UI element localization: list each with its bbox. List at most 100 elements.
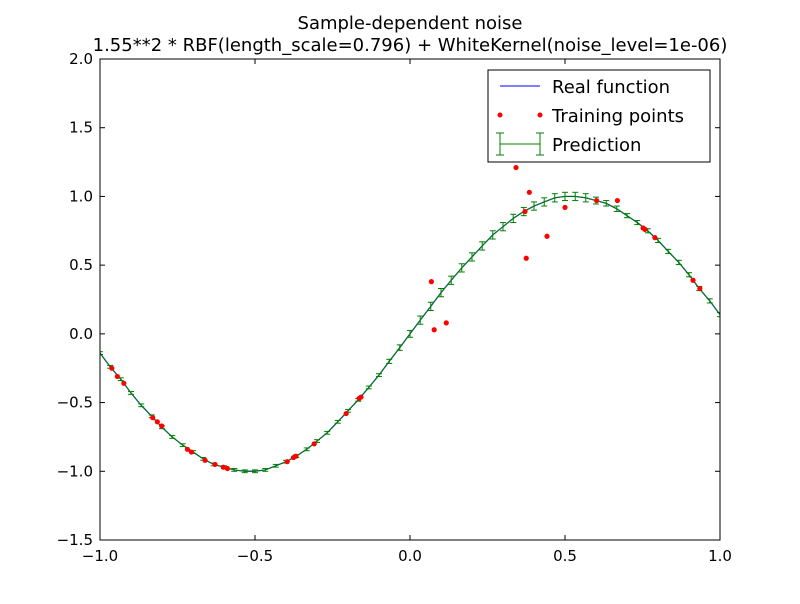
prediction-errorbar [128,391,134,395]
prediction-errorbar [169,435,176,439]
y-tick-label: 0.5 [69,256,93,274]
legend-prediction-marker [496,132,544,156]
prediction-errorbar [458,263,465,273]
training-point [184,446,191,452]
prediction-errorbar [252,469,258,474]
prediction-errorbar [469,252,475,262]
prediction-errorbar [541,197,548,207]
training-point [224,465,231,472]
y-tick-label: −1.5 [57,531,93,549]
prediction-errorbar [396,344,403,351]
training-point [614,197,620,204]
prediction-errorbar [686,272,692,278]
x-tick-label: 1.0 [708,547,732,565]
training-point [544,233,550,239]
prediction-errorbar [531,201,537,211]
prediction-errorbar [500,222,506,232]
training-point [652,235,658,241]
y-tick-label: 1.0 [69,187,93,205]
training-point [443,320,449,326]
training-point [284,459,290,465]
training-point [188,449,195,455]
prediction-errorbar [603,200,610,207]
training-point [220,464,226,470]
legend-points-marker [537,112,543,118]
prediction-errorbar [376,373,382,377]
training-point [523,255,529,261]
chart-title: Sample-dependent noise [298,13,523,34]
legend-points-label: Training points [551,106,684,127]
prediction-errorbar [407,329,413,338]
training-point [150,415,156,421]
training-point [690,277,696,283]
prediction-errorbar [427,301,434,311]
training-point [513,164,519,171]
prediction-errorbar [272,463,279,468]
prediction-errorbar [510,213,517,224]
prediction-errorbar [634,219,641,226]
prediction-errorbar [665,248,672,254]
legend-box [487,69,711,163]
training-point [431,327,437,333]
prediction-errorbar [717,312,720,318]
prediction-errorbar [262,468,269,472]
training-point [526,189,532,195]
prediction-errorbar [303,447,310,452]
prediction-errorbar [448,275,455,285]
axis-ticks: −1.0 −0.5 0.0 0.5 1.0−1.5−1.0−0.50.00.51.01.… [57,50,732,565]
y-tick-label: −1.0 [57,462,93,480]
prediction-errorbar [417,315,424,325]
prediction-errorbar [179,443,186,448]
training-point [642,226,648,233]
training-point [562,204,568,211]
prediction-errorbar [675,259,682,265]
prediction-errorbar [138,403,145,408]
training-point [594,197,600,204]
training-point [202,457,208,463]
training-point [159,423,165,429]
training-point [343,410,349,417]
training-point [293,453,299,459]
prediction-errorbar [551,193,558,203]
training-point [121,380,127,386]
training-point [358,394,364,400]
training-point [428,279,434,285]
legend: Real function Training points Prediction [487,69,711,163]
prediction-errorbar [582,193,589,203]
prediction-errorbar [334,419,341,424]
x-tick-label: 0.0 [398,547,422,565]
legend-prediction-label: Prediction [552,135,641,156]
prediction-errorbar [479,241,486,251]
y-tick-label: 2.0 [69,50,93,68]
y-tick-label: 1.5 [69,119,93,137]
x-tick-label: 0.5 [553,547,577,565]
prediction-errorbar [438,288,444,298]
prediction-errorbar [324,430,331,435]
training-point [697,285,703,292]
training-point [311,441,317,447]
training-point [114,373,120,380]
prediction-errorbar [241,469,248,474]
prediction-errorbar [624,213,630,219]
legend-real-label: Real function [552,77,670,98]
x-tick-label: −0.5 [237,547,273,565]
prediction-errorbar [572,191,579,202]
training-point [212,461,218,468]
training-point [522,208,528,215]
prediction-errorbar [489,230,496,240]
prediction-errorbar [562,191,568,202]
x-tick-label: −1.0 [82,547,118,565]
chart-subtitle: 1.55**2 * RBF(length_scale=0.796) + Whit… [93,35,728,56]
prediction-errorbar [365,385,372,390]
y-tick-label: −0.5 [57,394,93,412]
prediction-errorbar [706,298,713,304]
legend-points-marker [497,112,503,118]
y-tick-label: 0.0 [69,325,93,343]
plot-area [100,164,720,474]
prediction-errorbar [613,205,620,213]
prediction-errorbar [231,468,238,472]
training-point [154,419,160,425]
prediction-errorbar [386,358,393,364]
training-point [109,365,115,371]
